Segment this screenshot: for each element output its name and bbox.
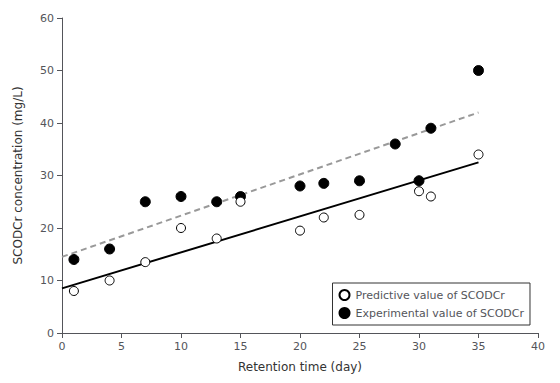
svg-text:25: 25 bbox=[353, 340, 367, 353]
svg-text:Experimental value of SCODCr: Experimental value of SCODCr bbox=[356, 307, 525, 320]
svg-text:20: 20 bbox=[293, 340, 307, 353]
svg-text:30: 30 bbox=[412, 340, 426, 353]
svg-text:20: 20 bbox=[40, 222, 54, 235]
svg-text:15: 15 bbox=[234, 340, 248, 353]
svg-text:0: 0 bbox=[47, 327, 54, 340]
svg-text:40: 40 bbox=[531, 340, 545, 353]
svg-text:50: 50 bbox=[40, 64, 54, 77]
svg-text:0: 0 bbox=[59, 340, 66, 353]
svg-text:35: 35 bbox=[472, 340, 486, 353]
svg-text:30: 30 bbox=[40, 169, 54, 182]
svg-text:10: 10 bbox=[174, 340, 188, 353]
svg-text:60: 60 bbox=[40, 12, 54, 25]
svg-text:SCODCr concentration (mg/L): SCODCr concentration (mg/L) bbox=[11, 86, 25, 264]
svg-text:5: 5 bbox=[118, 340, 125, 353]
svg-text:40: 40 bbox=[40, 117, 54, 130]
svg-text:10: 10 bbox=[40, 274, 54, 287]
svg-text:Retention time (day): Retention time (day) bbox=[238, 360, 362, 374]
svg-text:Predictive value of SCODCr: Predictive value of SCODCr bbox=[356, 289, 506, 302]
